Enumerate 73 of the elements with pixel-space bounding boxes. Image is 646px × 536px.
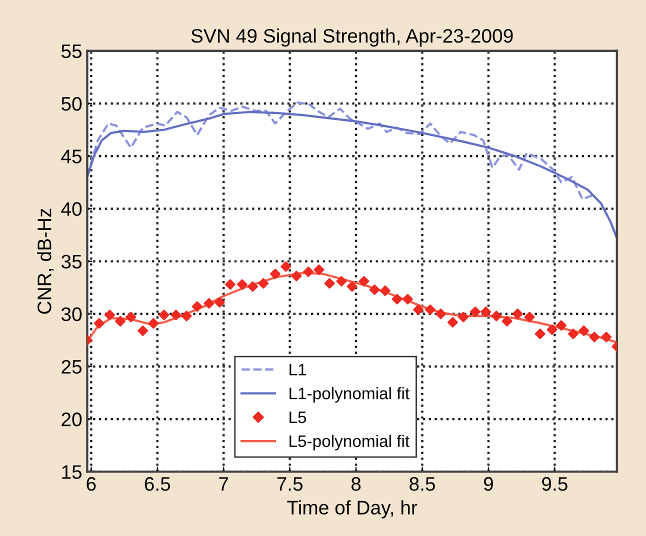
point <box>158 310 170 320</box>
line-series <box>87 101 594 200</box>
point <box>392 294 402 304</box>
point <box>214 297 225 308</box>
y-tick-label: 35 <box>61 254 82 269</box>
x-tick-label: 7.5 <box>277 477 303 491</box>
point <box>148 318 159 329</box>
point <box>303 266 314 278</box>
point <box>502 316 512 327</box>
point <box>270 268 281 280</box>
y-tick-label: 20 <box>62 412 82 426</box>
point <box>546 324 558 335</box>
point <box>104 310 116 320</box>
y-tick-label: 55 <box>62 44 82 58</box>
point <box>458 312 469 322</box>
y-axis-title: CNR, dB-Hz <box>37 208 54 314</box>
legend-label: L5 <box>290 412 306 424</box>
point <box>512 308 523 320</box>
point <box>601 332 612 342</box>
point <box>480 306 492 318</box>
x-tick-label: 9.5 <box>542 477 568 491</box>
point <box>491 310 502 322</box>
y-tick-label: 45 <box>61 150 82 164</box>
legend-label: L5-polynomial fit <box>290 434 410 450</box>
point <box>247 281 258 292</box>
line-series <box>87 110 617 240</box>
point <box>192 301 202 312</box>
x-tick-label: 7 <box>219 477 228 491</box>
point <box>424 304 436 315</box>
point <box>126 312 136 322</box>
point <box>204 298 214 309</box>
y-tick-label: 30 <box>61 307 82 322</box>
point <box>412 304 424 315</box>
point <box>170 310 182 320</box>
point <box>534 328 546 340</box>
point <box>324 278 335 289</box>
legend-label: L1-polynomial fit <box>290 387 410 403</box>
x-axis-title: Time of Day, hr <box>287 500 418 518</box>
x-tick-label: 8 <box>351 477 361 491</box>
point <box>224 279 236 290</box>
x-tick-label: 9 <box>484 477 493 491</box>
y-tick-label: 25 <box>62 360 82 374</box>
point <box>291 270 302 282</box>
y-tick-label: 40 <box>61 202 82 216</box>
x-tick-label: 8.5 <box>410 477 435 491</box>
y-tick-label: 15 <box>62 465 82 479</box>
point <box>556 320 567 331</box>
chart-title: SVN 49 Signal Strength, Apr-23-2009 <box>191 28 513 47</box>
point <box>524 312 535 322</box>
point <box>258 278 269 289</box>
point <box>346 281 358 292</box>
point <box>138 325 148 336</box>
point <box>589 332 600 342</box>
point <box>568 328 579 340</box>
point <box>447 317 458 328</box>
point <box>402 294 413 304</box>
point <box>115 316 126 327</box>
point <box>314 264 324 276</box>
point <box>380 285 390 296</box>
point <box>236 279 248 290</box>
point <box>280 261 292 272</box>
point <box>369 284 380 296</box>
point <box>181 310 192 322</box>
y-tick-label: 50 <box>62 96 82 111</box>
point <box>358 276 370 287</box>
point <box>94 318 104 329</box>
point <box>578 325 590 336</box>
point <box>336 276 347 287</box>
legend-label: L1 <box>290 364 306 376</box>
point <box>435 308 446 320</box>
x-tick-label: 6.5 <box>144 477 170 491</box>
x-tick-label: 6 <box>86 477 96 491</box>
point <box>470 306 481 318</box>
